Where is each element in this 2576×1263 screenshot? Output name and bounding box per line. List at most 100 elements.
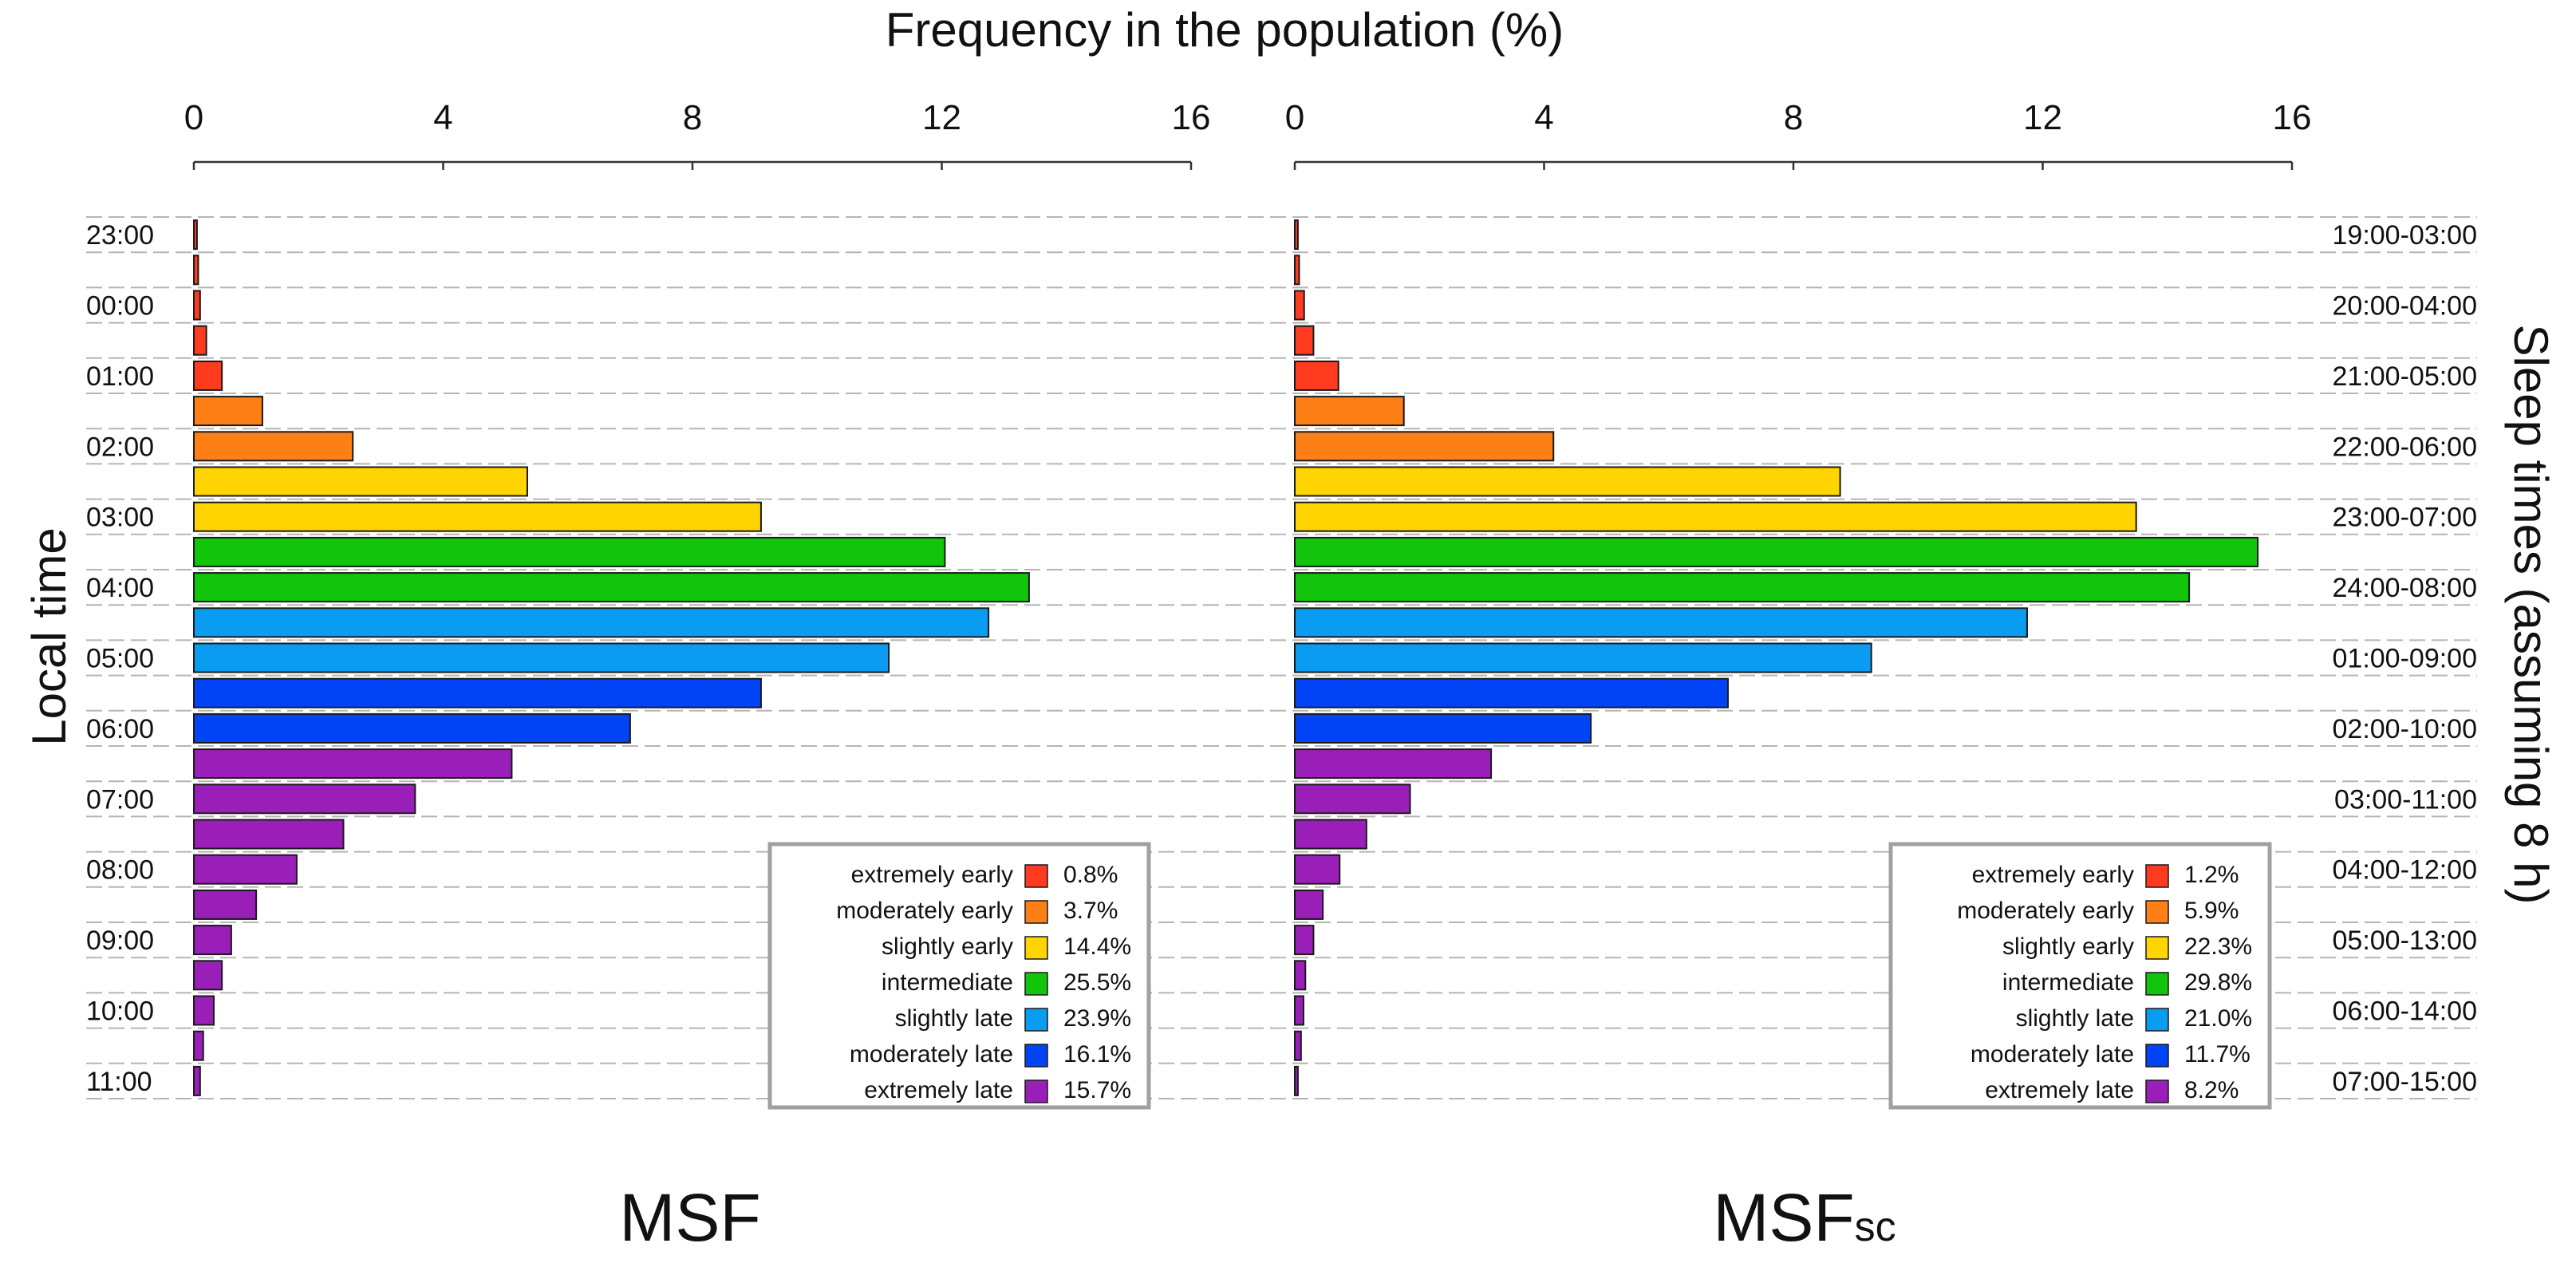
- bar-msf-9: [193, 536, 946, 567]
- legend-value: 16.1%: [1063, 1041, 1131, 1068]
- bar-msf-19: [193, 889, 258, 920]
- legend-swatch: [2145, 1079, 2169, 1103]
- sleep-time-label: 01:00-09:00: [2333, 644, 2478, 674]
- legend-swatch: [2145, 1008, 2169, 1032]
- bar-msf-13: [193, 677, 762, 708]
- bar-msf-5: [193, 396, 263, 427]
- panel-title-main: MSF: [1713, 1180, 1854, 1255]
- local-time-label: 09:00: [86, 926, 154, 956]
- legend-label: slightly early: [882, 933, 1013, 960]
- sleep-time-label: 24:00-08:00: [2333, 573, 2478, 603]
- legend-value: 25.5%: [1063, 969, 1131, 996]
- legend-label: intermediate: [2002, 969, 2134, 996]
- bar-msf-11: [193, 607, 990, 638]
- bar-msfsc-20: [1294, 925, 1315, 956]
- legend-label: extremely late: [864, 1077, 1013, 1103]
- panel-title-main: MSF: [619, 1180, 760, 1255]
- legend-value: 21.0%: [2184, 1005, 2252, 1032]
- bar-msf-18: [193, 854, 298, 885]
- legend-value: 8.2%: [2184, 1077, 2239, 1103]
- bar-msf-3: [193, 325, 207, 356]
- bar-msfsc-5: [1294, 396, 1405, 427]
- bar-msfsc-3: [1294, 325, 1315, 356]
- bar-msf-10: [193, 572, 1030, 603]
- legend-swatch: [1024, 900, 1048, 924]
- bar-msf-21: [193, 960, 223, 991]
- legend: extremely early 1.2% moderately early 5.9% s…: [1888, 842, 2272, 1110]
- bar-msf-20: [193, 925, 232, 956]
- x-tick-label: 16: [1172, 98, 1211, 137]
- bar-msfsc-0: [1294, 219, 1299, 251]
- legend-value: 14.4%: [1063, 933, 1131, 960]
- bar-msfsc-9: [1294, 536, 2259, 567]
- bar-msf-23: [193, 1030, 204, 1061]
- bar-msf-16: [193, 783, 416, 815]
- legend-label: slightly late: [895, 1005, 1013, 1032]
- bar-msfsc-14: [1294, 712, 1592, 744]
- legend-swatch: [2145, 972, 2169, 996]
- bar-msfsc-10: [1294, 572, 2191, 603]
- bar-msf-1: [193, 255, 199, 286]
- sleep-time-label: 04:00-12:00: [2333, 855, 2478, 886]
- legend-label: slightly early: [2002, 933, 2134, 960]
- bar-msf-15: [193, 748, 513, 780]
- x-tick-label: 4: [433, 98, 452, 137]
- bar-msfsc-22: [1294, 995, 1304, 1026]
- panel-msf: 0 4 8 12 16 extremely early 0.8% moderately ear…: [184, 98, 1211, 1255]
- bar-msf-24: [193, 1065, 201, 1096]
- bar-msf-8: [193, 501, 762, 532]
- sleep-time-label: 03:00-11:00: [2334, 784, 2477, 815]
- legend-swatch: [2145, 864, 2169, 888]
- local-time-label: 04:00: [86, 573, 154, 603]
- x-tick-label: 12: [2023, 98, 2062, 137]
- x-tick-label: 16: [2273, 98, 2312, 137]
- local-time-label: 23:00: [86, 220, 154, 251]
- bar-msfsc-2: [1294, 290, 1305, 321]
- legend-swatch: [2145, 936, 2169, 960]
- bar-msfsc-6: [1294, 431, 1555, 462]
- legend-box: [767, 842, 1151, 1110]
- bar-msfsc-15: [1294, 748, 1493, 780]
- legend-swatch: [1024, 864, 1048, 888]
- bar-msfsc-1: [1294, 255, 1300, 286]
- legend-label: extremely early: [1972, 862, 2134, 888]
- legend-swatch: [2145, 900, 2169, 924]
- legend-value: 5.9%: [2184, 898, 2239, 924]
- local-time-label: 03:00: [86, 503, 154, 533]
- x-tick-label: 4: [1534, 98, 1553, 137]
- legend-label: moderately late: [1970, 1041, 2134, 1068]
- chart-title: Frequency in the population (%): [886, 3, 1564, 57]
- local-time-label: 07:00: [86, 784, 154, 815]
- bar-msfsc-11: [1294, 607, 2028, 638]
- sleep-time-label: 21:00-05:00: [2333, 361, 2478, 392]
- bar-msfsc-12: [1294, 642, 1872, 673]
- bar-msfsc-24: [1294, 1065, 1299, 1096]
- local-time-labels: 23:00 00:00 01:00 02:00 03:00 04:00 05:00 06:00…: [86, 220, 154, 1097]
- sleep-time-label: 23:00-07:00: [2333, 503, 2478, 533]
- bar-msfsc-16: [1294, 783, 1411, 815]
- legend-box: [1888, 842, 2272, 1110]
- panel-title: MSFsc: [1713, 1180, 1896, 1255]
- bar-msf-14: [193, 712, 631, 744]
- bar-msfsc-21: [1294, 960, 1307, 991]
- bar-msf-6: [193, 431, 354, 462]
- bar-msf-4: [193, 360, 223, 391]
- legend-label: extremely early: [851, 862, 1013, 888]
- sleep-time-label: 06:00-14:00: [2333, 997, 2478, 1027]
- legend-label: intermediate: [882, 969, 1013, 996]
- y-axis-label-right: Sleep times (assuming 8 h): [2504, 325, 2558, 905]
- bar-msfsc-18: [1294, 854, 1341, 885]
- legend-swatch: [1024, 936, 1048, 960]
- x-tick-label: 0: [1285, 98, 1304, 137]
- x-tick-label: 8: [1784, 98, 1803, 137]
- local-time-label: 06:00: [86, 714, 154, 744]
- panel-title-subscript: sc: [1855, 1204, 1896, 1250]
- bar-msfsc-13: [1294, 677, 1729, 708]
- x-tick-label: 0: [184, 98, 203, 137]
- legend-label: extremely late: [1985, 1077, 2134, 1103]
- sleep-time-label: 05:00-13:00: [2333, 926, 2478, 956]
- legend-value: 0.8%: [1063, 862, 1118, 888]
- legend-value: 23.9%: [1063, 1005, 1131, 1032]
- legend-value: 3.7%: [1063, 898, 1118, 924]
- bar-msf-12: [193, 642, 890, 673]
